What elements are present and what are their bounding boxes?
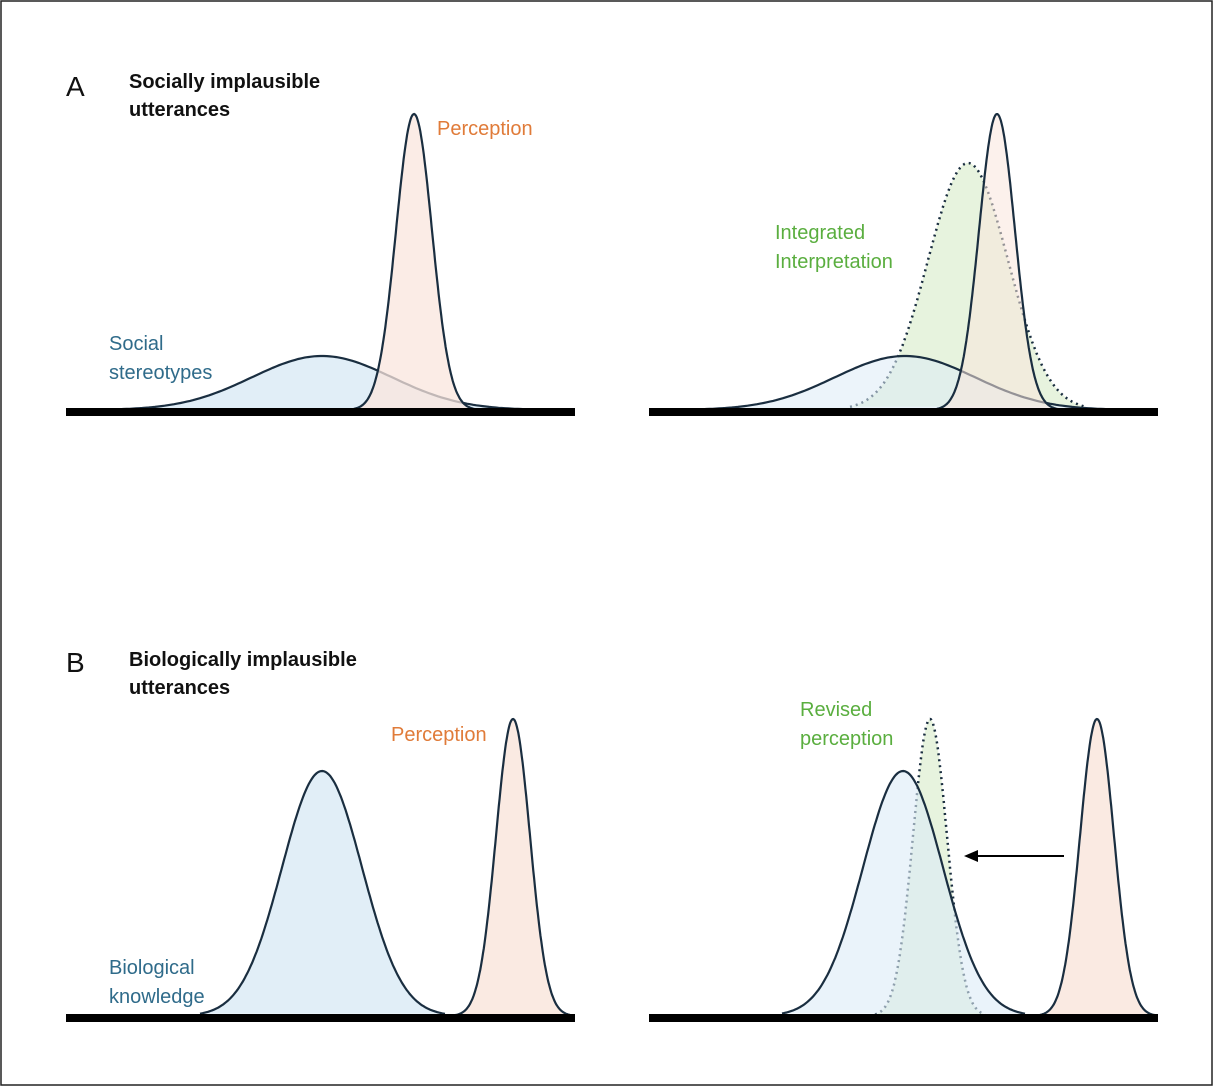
panel-b: B Biologically implausible utterances Pe…: [66, 647, 1158, 1022]
panel-a: A Socially implausible utterances Percep…: [66, 71, 1158, 416]
biological-knowledge-label-line2: knowledge: [109, 986, 205, 1008]
perception-curve: [930, 113, 1066, 411]
perception-curve: [1039, 717, 1156, 1017]
revised-perception-label-line1: Revised: [800, 699, 872, 721]
social-stereotypes-label-line2: stereotypes: [109, 362, 212, 384]
baseline-axis: [66, 1014, 575, 1022]
panel-a-title-line1: Socially implausible: [129, 71, 320, 93]
baseline-axis: [649, 1014, 1158, 1022]
perception-label: Perception: [437, 118, 533, 140]
biological-knowledge-label-line1: Biological: [109, 957, 195, 979]
panel-a-letter: A: [66, 71, 85, 102]
biological-knowledge-curve: [199, 769, 446, 1015]
social-stereotypes-curve: [649, 354, 1158, 411]
revised-perception-label-line2: perception: [800, 728, 893, 750]
panel-a-left: Perception Social stereotypes: [66, 112, 575, 416]
baseline-axis: [649, 408, 1158, 416]
panel-a-title-line2: utterances: [129, 99, 230, 121]
shift-arrow-head: [964, 850, 978, 862]
perception-curve: [345, 112, 485, 411]
social-stereotypes-label-line1: Social: [109, 333, 163, 355]
panel-b-title-line1: Biologically implausible: [129, 649, 357, 671]
panel-b-right: Revised perception: [649, 699, 1158, 1022]
integrated-interpretation-label-line1: Integrated: [775, 222, 865, 244]
integrated-interpretation-label-line2: Interpretation: [775, 251, 893, 273]
baseline-axis: [66, 408, 575, 416]
biological-knowledge-curve: [781, 769, 1026, 1015]
panel-b-letter: B: [66, 647, 85, 678]
perception-label: Perception: [391, 724, 487, 746]
social-stereotypes-curve: [66, 354, 575, 411]
panel-b-title-line2: utterances: [129, 677, 230, 699]
panel-a-right: Integrated Interpretation: [649, 113, 1158, 416]
panel-b-left: Perception Biological knowledge: [66, 717, 575, 1022]
perception-curve: [454, 717, 571, 1017]
